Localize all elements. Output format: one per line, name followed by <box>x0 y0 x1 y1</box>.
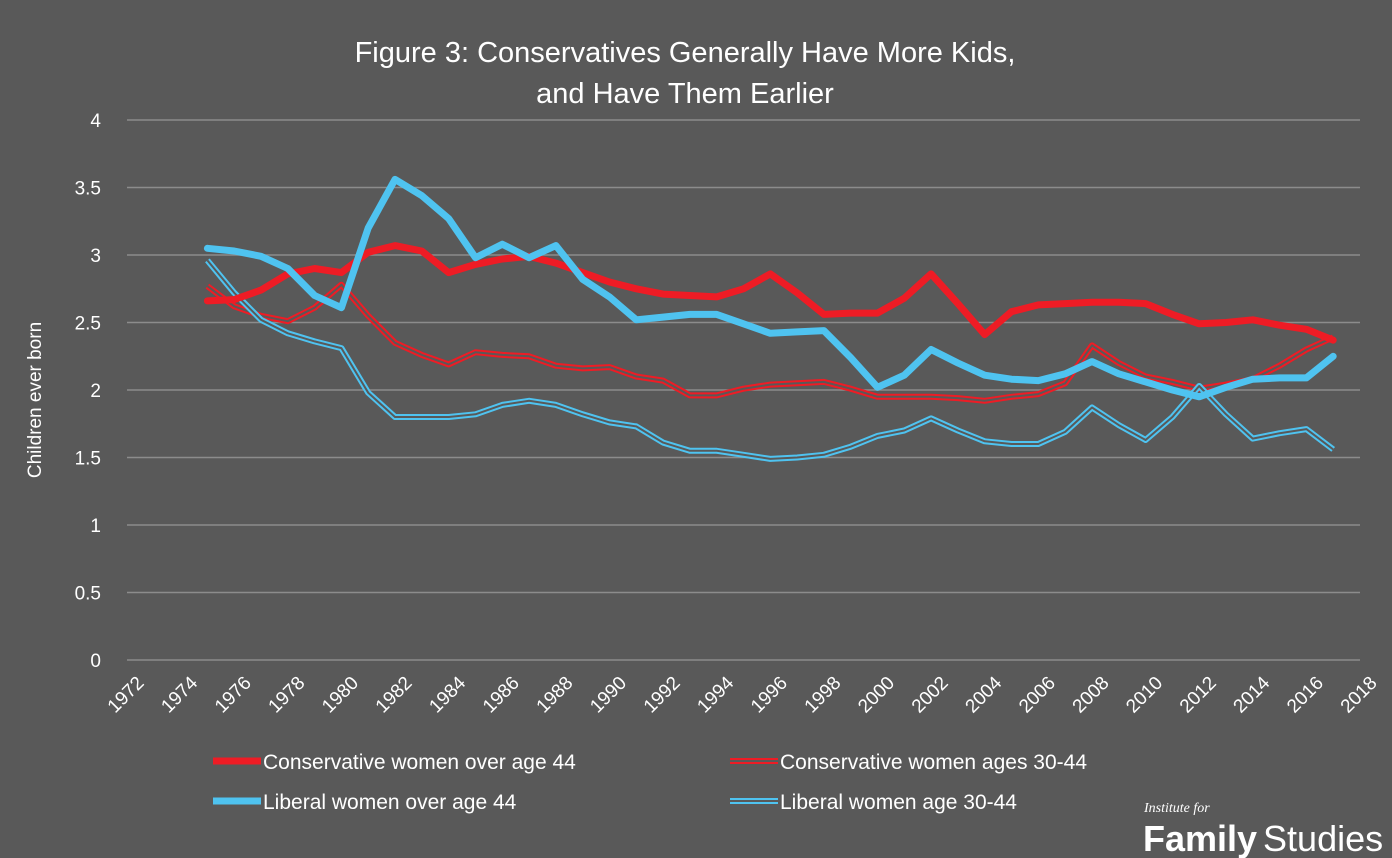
x-tick-label: 1988 <box>533 673 578 718</box>
legend-label: Conservative women ages 30-44 <box>780 751 1087 774</box>
x-tick-label: 2006 <box>1015 673 1060 718</box>
y-tick-label: 3.5 <box>75 179 101 200</box>
y-tick-label: 4 <box>90 111 101 132</box>
x-tick-label: 1974 <box>157 672 202 717</box>
conservative-women-ages-30-44-line <box>205 281 1335 404</box>
liberal-women-over-age-44-line <box>203 175 1337 401</box>
x-tick-label: 1998 <box>801 673 846 718</box>
x-axis-ticks: 1972 1974 1976 1978 1980 1982 1984 1986 1988 1990… <box>104 672 1382 717</box>
chart-title: Figure 3: Conservatives Generally Have M… <box>355 37 1016 110</box>
liberal-women-age-30-44-line-outer <box>205 258 1336 462</box>
x-tick-label: 2018 <box>1337 673 1382 718</box>
x-tick-label: 1978 <box>265 673 310 718</box>
x-tick-label: 2008 <box>1069 673 1114 718</box>
y-tick-label: 3 <box>90 246 101 267</box>
x-tick-label: 2010 <box>1122 673 1167 718</box>
chart-title-line-2: and Have Them Earlier <box>536 78 834 110</box>
x-tick-label: 1984 <box>425 672 470 717</box>
y-tick-label: 0 <box>90 651 101 672</box>
y-tick-label: 0.5 <box>75 584 101 605</box>
y-tick-label: 1 <box>90 516 101 537</box>
x-tick-label: 2004 <box>962 672 1007 717</box>
conservative-women-ages-30-44-line-outer <box>205 281 1335 404</box>
y-axis-ticks: 0 0.5 1 1.5 2 2.5 3 3.5 4 <box>75 111 102 672</box>
chart-title-line-1: Figure 3: Conservatives Generally Have M… <box>355 37 1016 69</box>
y-tick-label: 1.5 <box>75 449 101 470</box>
y-axis-label: Children ever born <box>25 322 46 478</box>
x-tick-label: 1994 <box>693 672 738 717</box>
x-tick-label: 2014 <box>1230 672 1275 717</box>
x-tick-label: 1996 <box>747 673 792 718</box>
x-tick-label: 1980 <box>318 673 363 718</box>
x-tick-label: 1990 <box>586 673 631 718</box>
legend-item: Conservative women over age 44 <box>213 751 576 774</box>
x-tick-label: 1982 <box>372 673 417 718</box>
brand-regular-word: Studies <box>1263 818 1383 858</box>
y-tick-label: 2 <box>90 381 101 402</box>
x-tick-label: 1986 <box>479 673 524 718</box>
liberal-women-age-30-44-line <box>205 258 1336 462</box>
series-lines <box>203 175 1337 462</box>
brand-name: Family Studies <box>1143 818 1383 858</box>
y-tick-label: 2.5 <box>75 314 101 335</box>
legend-item: Liberal women over age 44 <box>213 791 517 814</box>
liberal-women-age-30-44-line-inner <box>206 259 1334 460</box>
institute-for-family-studies-logo: Institute for Family Studies <box>1143 801 1383 858</box>
brand-small-text: Institute for <box>1143 801 1210 816</box>
legend-item: Conservative women ages 30-44 <box>730 751 1087 774</box>
x-tick-label: 1976 <box>211 673 256 718</box>
legend-item: Liberal women age 30-44 <box>730 791 1017 814</box>
x-tick-label: 2000 <box>854 673 899 718</box>
legend-label: Conservative women over age 44 <box>263 751 576 774</box>
legend-label: Liberal women over age 44 <box>263 791 517 814</box>
legend-label: Liberal women age 30-44 <box>780 791 1017 814</box>
x-tick-label: 1992 <box>640 673 685 718</box>
x-tick-label: 1972 <box>104 673 149 718</box>
brand-bold-word: Family <box>1143 818 1257 858</box>
x-tick-label: 2012 <box>1176 673 1221 718</box>
conservative-women-over-age-44-line <box>203 242 1337 344</box>
legend: Conservative women over age 44 Conservati… <box>213 751 1087 814</box>
x-tick-label: 2016 <box>1283 673 1328 718</box>
x-tick-label: 2002 <box>908 673 953 718</box>
conservative-women-ages-30-44-line-inner <box>206 283 1334 402</box>
